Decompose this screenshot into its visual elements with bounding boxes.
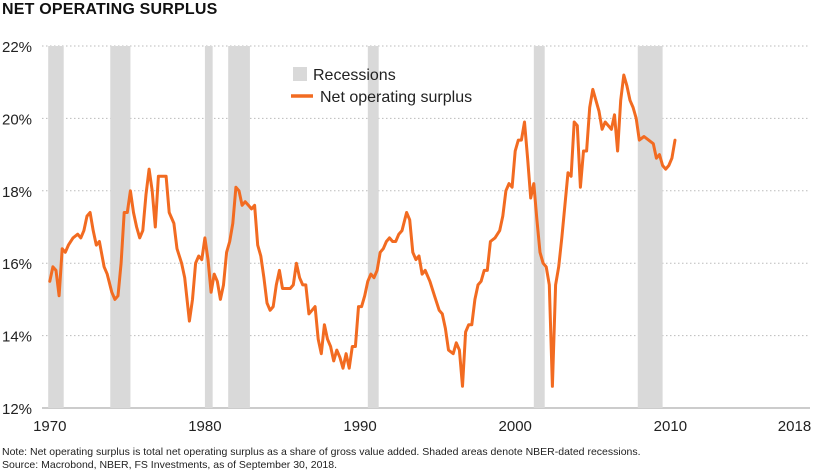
x-axis-ticks: 1970 1980 1990 2000 2010 2018 xyxy=(33,418,811,435)
legend: Recessions Net operating surplus xyxy=(291,67,472,106)
x-tick-label: 1970 xyxy=(33,418,66,435)
recession-band xyxy=(367,46,379,408)
gridlines xyxy=(42,45,810,409)
x-tick-label: 2000 xyxy=(499,418,532,435)
y-tick-label: 22% xyxy=(2,39,32,56)
series-layer xyxy=(48,73,677,388)
y-tick-label: 18% xyxy=(2,184,32,201)
recession-band xyxy=(48,46,64,408)
x-tick-label: 1990 xyxy=(343,418,376,435)
legend-recessions-label: Recessions xyxy=(313,67,396,84)
x-tick-label: 1980 xyxy=(188,418,221,435)
y-tick-label: 12% xyxy=(2,401,32,418)
x-tick-label: 2018 xyxy=(778,418,811,435)
recession-band xyxy=(110,46,131,408)
recession-band xyxy=(228,46,250,408)
page-title: NET OPERATING SURPLUS xyxy=(2,1,218,18)
y-axis-ticks: 12% 14% 16% 18% 20% 22% xyxy=(2,39,32,418)
y-tick-label: 14% xyxy=(2,329,32,346)
note-text: Note: Net operating surplus is total net… xyxy=(2,446,641,458)
series-line xyxy=(48,73,677,388)
recession-band xyxy=(637,46,663,408)
footnotes: Note: Net operating surplus is total net… xyxy=(2,446,641,472)
y-tick-label: 20% xyxy=(2,111,32,128)
recession-band xyxy=(204,46,213,408)
x-tick-label: 2010 xyxy=(654,418,687,435)
recession-band xyxy=(533,46,545,408)
legend-series-label: Net operating surplus xyxy=(320,89,472,106)
source-text: Source: Macrobond, NBER, FS Investments,… xyxy=(2,459,338,471)
recession-shading xyxy=(48,46,663,408)
y-tick-label: 16% xyxy=(2,256,32,273)
legend-recessions-swatch xyxy=(293,67,307,81)
